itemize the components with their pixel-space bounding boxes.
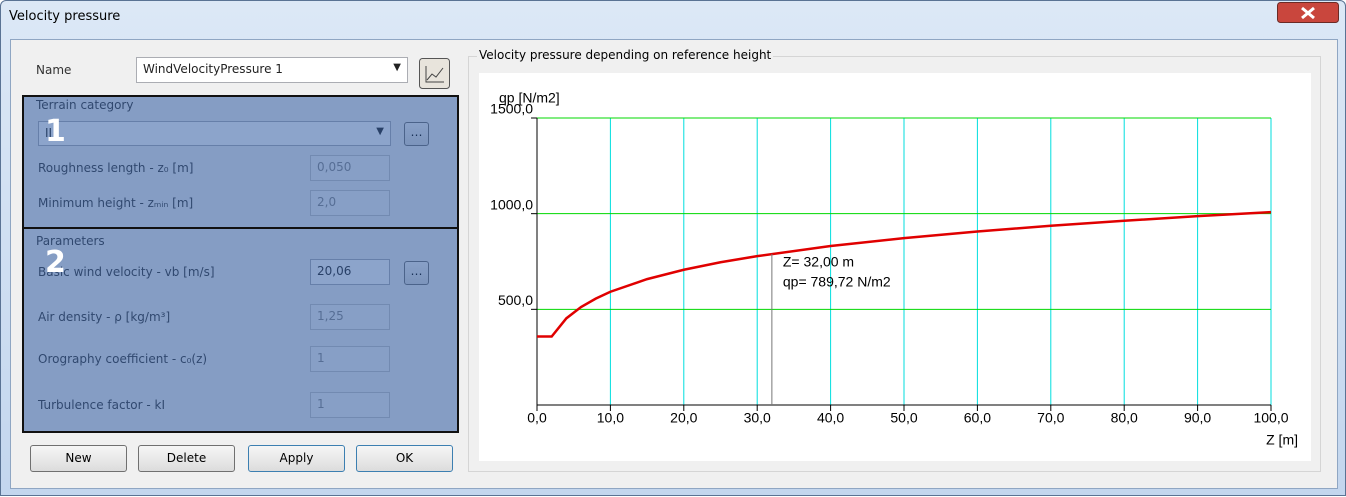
chart-group-title: Velocity pressure depending on reference… bbox=[477, 48, 774, 62]
x-tick-label: 50,0 bbox=[890, 410, 917, 426]
window-title: Velocity pressure bbox=[9, 9, 121, 24]
apply-button[interactable]: Apply bbox=[248, 445, 345, 472]
y-tick-label: 1000,0 bbox=[490, 196, 533, 212]
x-tick-label: 40,0 bbox=[817, 410, 844, 426]
x-axis-title: Z [m] bbox=[1266, 432, 1298, 448]
x-tick-label: 90,0 bbox=[1184, 410, 1211, 426]
x-tick-label: 100,0 bbox=[1253, 410, 1288, 426]
marker: 1 bbox=[45, 114, 66, 149]
name-label: Name bbox=[36, 63, 72, 77]
annotation: qp= 789,72 N/m2 bbox=[783, 274, 891, 290]
x-tick-label: 80,0 bbox=[1111, 410, 1138, 426]
ok-button[interactable]: OK bbox=[356, 445, 453, 472]
name-combo[interactable]: WindVelocityPressure 1 ▼ bbox=[136, 57, 408, 83]
x-tick-label: 0,0 bbox=[527, 410, 547, 426]
name-value: WindVelocityPressure 1 bbox=[143, 62, 283, 76]
delete-button[interactable]: Delete bbox=[138, 445, 235, 472]
y-tick-label: 500,0 bbox=[498, 292, 533, 308]
x-tick-label: 60,0 bbox=[964, 410, 991, 426]
chart-button[interactable] bbox=[419, 58, 450, 89]
close-button[interactable] bbox=[1277, 2, 1339, 24]
x-tick-label: 20,0 bbox=[670, 410, 697, 426]
x-tick-label: 30,0 bbox=[744, 410, 771, 426]
annotation: Z= 32,00 m bbox=[783, 254, 854, 270]
y-axis-title: qp [N/m2] bbox=[499, 90, 560, 106]
new-button[interactable]: New bbox=[30, 445, 127, 472]
x-tick-label: 10,0 bbox=[597, 410, 624, 426]
marker: 2 bbox=[45, 245, 66, 280]
plot-background bbox=[479, 73, 1311, 461]
data-line bbox=[537, 210, 1272, 338]
y-tick-label: 1500,0 bbox=[490, 101, 533, 117]
chart-group bbox=[468, 56, 1321, 472]
x-tick-label: 70,0 bbox=[1037, 410, 1064, 426]
